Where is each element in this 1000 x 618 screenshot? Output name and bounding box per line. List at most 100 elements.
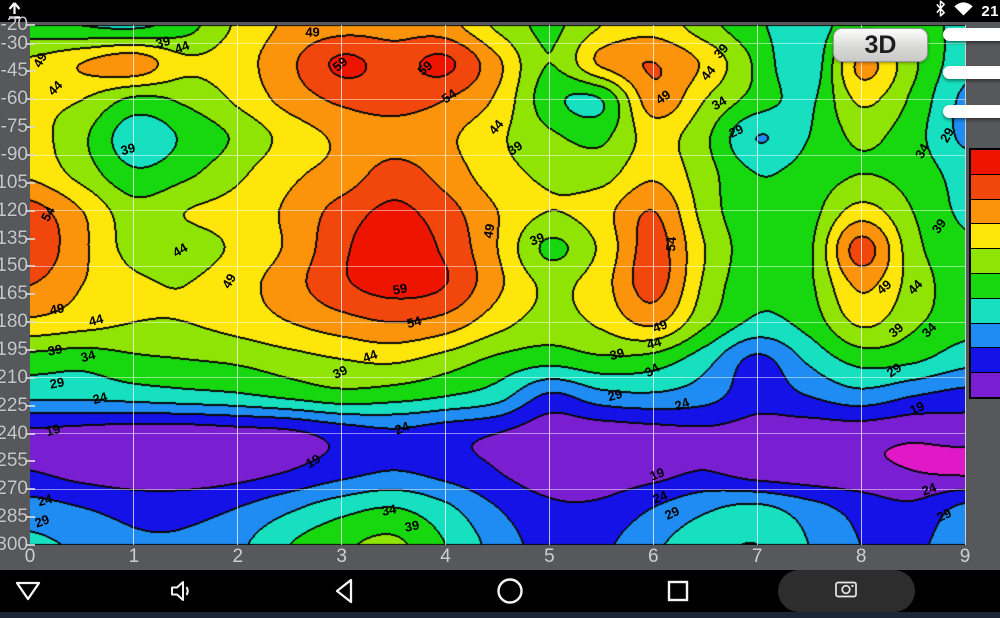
contour-plot-region: -20-30 -45 -60 -75 -90 -105 -120 -135 -150 -165 -1… bbox=[0, 15, 1000, 570]
y-axis-tick: -240 bbox=[0, 422, 28, 444]
gridline-vertical bbox=[549, 25, 550, 545]
gridline-horizontal bbox=[30, 377, 965, 378]
y-axis-tick: -75 bbox=[0, 116, 28, 138]
y-axis-tick: -255 bbox=[0, 450, 28, 472]
color-scale-cell bbox=[971, 224, 1000, 250]
screenshot-button[interactable] bbox=[778, 570, 915, 612]
x-axis-tick: 0 bbox=[24, 546, 36, 567]
gridline-horizontal bbox=[30, 489, 965, 490]
contour-label: 29 bbox=[48, 374, 66, 393]
gridline-vertical bbox=[653, 25, 654, 545]
y-tick-mark bbox=[26, 70, 35, 73]
y-tick-mark bbox=[26, 544, 35, 546]
gridline-horizontal bbox=[30, 266, 965, 267]
gridline-horizontal bbox=[30, 99, 965, 100]
y-tick-mark bbox=[26, 98, 35, 101]
gridline-vertical bbox=[861, 25, 862, 545]
gridline-horizontal bbox=[30, 210, 965, 211]
threed-button[interactable]: 3D bbox=[833, 28, 928, 62]
y-axis-tick: -300 bbox=[0, 534, 28, 555]
gridline-vertical bbox=[965, 25, 966, 545]
side-handle-3[interactable] bbox=[943, 105, 1000, 118]
y-axis-tick: -45 bbox=[0, 60, 28, 82]
color-scale bbox=[969, 148, 1000, 399]
x-axis-tick: 9 bbox=[959, 546, 971, 567]
color-scale-cell bbox=[971, 273, 1000, 299]
contour-label: 39 bbox=[403, 517, 421, 536]
y-axis-tick: -20 bbox=[0, 14, 28, 35]
x-axis-tick: 6 bbox=[648, 546, 659, 567]
gridline-vertical bbox=[757, 25, 758, 545]
y-axis-tick: -90 bbox=[0, 144, 28, 165]
y-tick-mark bbox=[26, 237, 35, 240]
y-axis-tick: -105 bbox=[0, 171, 28, 193]
x-axis-tick: 4 bbox=[440, 546, 451, 567]
y-tick-mark bbox=[26, 209, 35, 212]
back-button[interactable] bbox=[321, 570, 369, 612]
y-tick-mark bbox=[26, 376, 35, 379]
home-button[interactable] bbox=[486, 570, 534, 612]
y-axis-tick: -135 bbox=[0, 227, 28, 249]
y-axis-tick: -60 bbox=[0, 88, 28, 110]
contour-label: 39 bbox=[46, 341, 64, 359]
gridline-vertical bbox=[341, 25, 342, 545]
color-scale-cell bbox=[971, 199, 1000, 225]
color-scale-cell bbox=[971, 298, 1000, 324]
gridline-horizontal bbox=[30, 322, 965, 323]
y-tick-mark bbox=[26, 126, 35, 129]
bluetooth-icon bbox=[935, 0, 946, 22]
x-axis-tick: 2 bbox=[232, 546, 244, 567]
nav-accent-strip bbox=[0, 612, 1000, 618]
y-tick-mark bbox=[26, 460, 35, 463]
y-tick-mark bbox=[26, 516, 35, 519]
volume-button[interactable] bbox=[157, 570, 205, 612]
y-axis-tick: -225 bbox=[0, 394, 28, 416]
wifi-icon bbox=[953, 0, 974, 22]
y-tick-mark bbox=[26, 321, 35, 324]
color-scale-cell bbox=[971, 348, 1000, 374]
gridline-vertical bbox=[133, 25, 134, 545]
gridline-horizontal bbox=[30, 155, 965, 156]
y-tick-mark bbox=[26, 24, 35, 26]
status-time: 21 bbox=[981, 2, 999, 20]
x-axis-tick: 5 bbox=[544, 546, 555, 567]
gridline-vertical bbox=[237, 25, 238, 545]
gridline-horizontal bbox=[30, 43, 965, 44]
color-scale-cell bbox=[971, 323, 1000, 349]
nav-bar bbox=[0, 570, 1000, 612]
contour-label: 59 bbox=[391, 280, 409, 298]
y-axis-tick: -210 bbox=[0, 366, 28, 388]
side-handle-2[interactable] bbox=[943, 66, 1000, 79]
y-tick-mark bbox=[26, 432, 35, 435]
y-tick-mark bbox=[26, 349, 35, 351]
y-axis-tick: -30 bbox=[0, 32, 28, 54]
color-scale-cell bbox=[971, 249, 1000, 274]
gridline-vertical bbox=[445, 25, 446, 545]
y-tick-mark bbox=[26, 154, 35, 156]
recents-button[interactable] bbox=[654, 570, 702, 612]
y-tick-mark bbox=[26, 42, 35, 45]
y-axis-tick: -165 bbox=[0, 283, 28, 305]
color-scale-cell bbox=[971, 150, 1000, 175]
color-scale-cell bbox=[971, 174, 1000, 200]
keyboard-hide-button[interactable] bbox=[4, 570, 52, 612]
contour-label: 49 bbox=[480, 222, 498, 240]
status-bar: 21 bbox=[0, 0, 1000, 22]
y-axis-tick: -195 bbox=[0, 339, 28, 360]
y-tick-mark bbox=[26, 181, 35, 184]
contour-label: 49 bbox=[48, 300, 66, 318]
y-axis-tick: -180 bbox=[0, 311, 28, 333]
x-axis-tick: 3 bbox=[336, 546, 347, 567]
camera-icon bbox=[834, 579, 860, 604]
gridline-horizontal bbox=[30, 433, 965, 434]
y-axis-tick: -120 bbox=[0, 199, 28, 221]
y-tick-mark bbox=[26, 265, 35, 268]
y-tick-mark bbox=[26, 404, 35, 407]
contour-label: 34 bbox=[381, 501, 398, 519]
y-tick-mark bbox=[26, 488, 35, 491]
contour-label: 49 bbox=[305, 24, 320, 40]
plot-canvas[interactable] bbox=[30, 25, 965, 545]
side-handle-1[interactable] bbox=[943, 28, 1000, 41]
y-axis-tick: -270 bbox=[0, 478, 28, 500]
